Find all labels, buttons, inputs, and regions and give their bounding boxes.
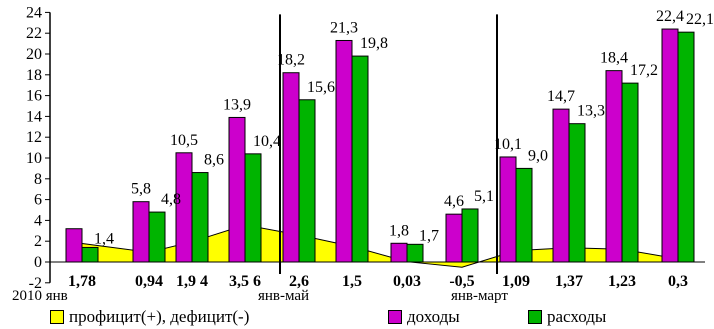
- legend-item-income: доходы: [388, 307, 460, 327]
- income-bar: [335, 39, 353, 263]
- balance-area: [81, 224, 679, 268]
- balance-value-label: 0,94: [135, 273, 163, 290]
- income-value-label: 5,8: [131, 181, 151, 198]
- expense-bar: [81, 246, 99, 263]
- balance-value-label: 1,78: [68, 273, 96, 290]
- income-bar: [228, 116, 246, 263]
- expense-value-label: 22,1: [686, 11, 714, 28]
- balance-value-label: 0,3: [668, 273, 688, 290]
- legend-item-expenses: расходы: [528, 307, 606, 327]
- income-bar: [445, 213, 463, 263]
- balance-value-label: 2,6: [289, 273, 309, 290]
- balance-value-label: 1,23: [608, 273, 636, 290]
- expense-value-label: 13,3: [577, 103, 605, 120]
- legend-label-expenses: расходы: [547, 307, 607, 326]
- income-value-label: 1,8: [389, 222, 409, 239]
- expense-value-label: 17,2: [630, 62, 658, 79]
- balance-value-label: 1,5: [342, 273, 362, 290]
- y-tick-label: -2: [29, 275, 42, 292]
- balance-value-label: 0,03: [393, 273, 421, 290]
- income-bar: [552, 108, 570, 263]
- category-label: янв-май: [258, 288, 309, 304]
- income-bar: [132, 201, 150, 263]
- expense-value-label: 1,4: [94, 230, 114, 247]
- legend-label-income: доходы: [407, 307, 460, 326]
- expense-value-label: 1,7: [419, 227, 439, 244]
- income-value-label: 10,5: [170, 132, 198, 149]
- expense-bar: [148, 211, 166, 263]
- expense-value-label: 19,8: [360, 35, 388, 52]
- income-bar: [390, 242, 408, 263]
- expense-bar: [461, 208, 479, 263]
- expense-bar: [191, 172, 209, 263]
- income-value-label: 18,2: [277, 52, 305, 69]
- income-bar: [661, 28, 679, 263]
- expense-bar: [351, 55, 369, 263]
- y-tick-label: 22: [26, 25, 42, 42]
- expense-bar: [406, 243, 424, 263]
- legend-swatch-expenses: [528, 310, 542, 324]
- expense-value-label: 8,6: [204, 152, 224, 169]
- balance-value-label: 3,5 6: [229, 273, 261, 290]
- expense-value-label: 10,4: [253, 133, 281, 150]
- income-value-label: 18,4: [600, 50, 628, 67]
- income-bar: [605, 70, 623, 263]
- income-value-label: 21,3: [330, 19, 358, 36]
- expense-value-label: 9,0: [528, 147, 548, 164]
- legend-item-surplus: профицит(+), дефицит(-): [50, 307, 249, 327]
- income-bar: [65, 228, 83, 263]
- expense-bar: [568, 123, 586, 263]
- expense-bar: [244, 153, 262, 263]
- expense-value-label: 4,8: [161, 191, 181, 208]
- income-value-label: 4,6: [444, 193, 464, 210]
- y-tick-label: 18: [26, 67, 42, 84]
- income-value-label: 10,1: [494, 136, 522, 153]
- y-tick-label: 8: [34, 171, 42, 188]
- y-tick-label: 4: [34, 212, 42, 229]
- balance-value-label: 1,9 4: [176, 273, 208, 290]
- legend-label-surplus: профицит(+), дефицит(-): [69, 307, 250, 326]
- legend-swatch-income: [388, 310, 402, 324]
- balance-value-label: 1,37: [555, 273, 583, 290]
- expense-value-label: 5,1: [474, 188, 494, 205]
- y-tick-label: 2: [34, 233, 42, 250]
- y-tick-label: 10: [26, 150, 42, 167]
- income-value-label: 22,4: [656, 8, 684, 25]
- y-tick-label: 20: [26, 46, 42, 63]
- income-value-label: 14,7: [547, 88, 575, 105]
- expense-value-label: 15,6: [307, 79, 335, 96]
- legend-swatch-surplus: [50, 310, 64, 324]
- y-tick-label: 0: [34, 254, 42, 271]
- income-bar: [499, 156, 517, 263]
- y-tick-label: 6: [34, 192, 42, 209]
- expense-bar: [515, 167, 533, 263]
- expense-bar: [677, 31, 695, 263]
- expense-bar: [621, 82, 639, 263]
- y-tick-label: 24: [26, 4, 42, 21]
- category-label: 2010 янв: [12, 288, 68, 304]
- income-bar: [282, 72, 300, 263]
- chart-legend: профицит(+), дефицит(-) доходы расходы: [0, 304, 714, 328]
- y-tick-label: 12: [26, 129, 42, 146]
- y-tick-label: 14: [26, 108, 42, 125]
- category-label: янв-март: [451, 288, 508, 304]
- y-tick-label: 16: [26, 88, 42, 105]
- income-value-label: 13,9: [223, 96, 251, 113]
- balance-value-label: -0,5: [449, 273, 474, 290]
- balance-value-label: 1,09: [502, 273, 530, 290]
- expense-bar: [298, 99, 316, 263]
